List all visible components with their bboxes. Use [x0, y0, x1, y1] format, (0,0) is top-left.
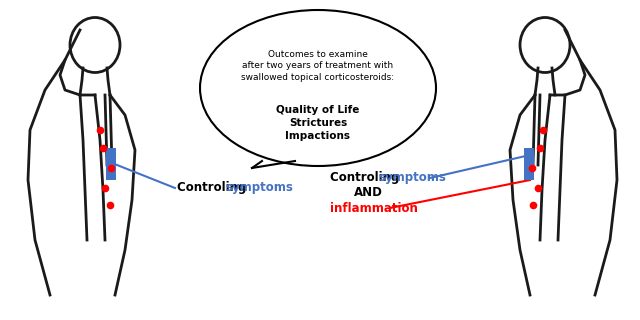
Text: AND: AND [354, 187, 383, 199]
Bar [106, 148, 116, 180]
Bar [524, 148, 534, 180]
Text: symptoms: symptoms [378, 172, 446, 185]
Text: Controling: Controling [330, 172, 403, 185]
Text: Controling: Controling [177, 181, 250, 195]
Text: Outcomes to examine
after two years of treatment with
swallowed topical corticos: Outcomes to examine after two years of t… [241, 50, 395, 82]
Text: inflammation: inflammation [330, 202, 418, 214]
Text: Quality of Life
Strictures
Impactions: Quality of Life Strictures Impactions [276, 105, 360, 141]
Polygon shape [252, 161, 295, 172]
Ellipse shape [200, 10, 436, 166]
Text: symptoms: symptoms [225, 181, 293, 195]
